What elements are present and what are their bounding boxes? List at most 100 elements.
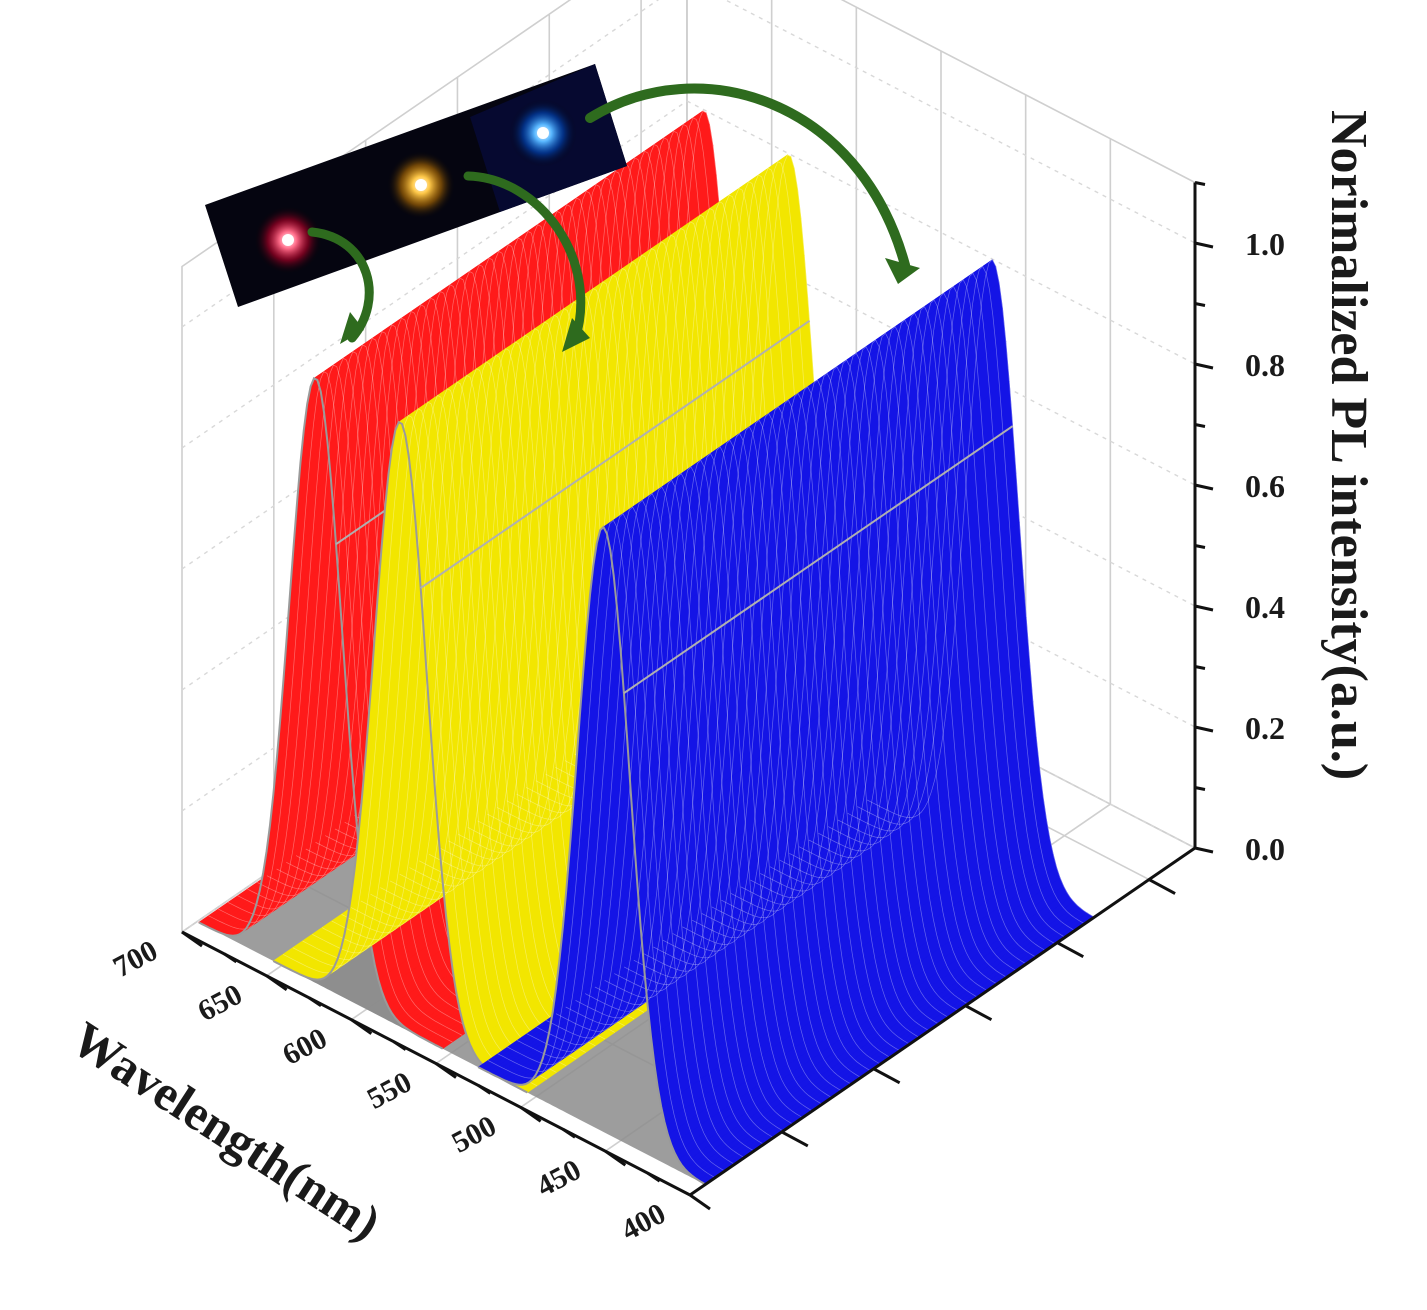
x-axis-label: Wavelength(nm) — [62, 1010, 391, 1251]
series-460-stripe — [585, 452, 813, 1112]
series-460-stripe — [487, 519, 716, 1178]
y-tick-0.6 — [1194, 483, 1214, 491]
series-460-stripe — [760, 332, 988, 991]
series-460-stripe — [536, 486, 764, 1145]
left-wall-hline-0.8 — [181, 100, 688, 449]
series-630-stripe — [227, 357, 472, 1030]
series-460-stripe — [546, 479, 774, 1138]
series-460-stripe — [789, 312, 1017, 971]
y-tick-label-0.4: 0.4 — [1245, 589, 1285, 625]
series-460-stripe — [866, 259, 1095, 918]
y-tick-0.0 — [1194, 846, 1214, 854]
x-tick-label-600: 600 — [277, 1022, 332, 1072]
x-tick-label-450: 450 — [531, 1153, 586, 1203]
series-460-stripe — [691, 379, 920, 1038]
y-tick-label-1.0: 1.0 — [1245, 226, 1285, 262]
series-460-stripe — [828, 285, 1056, 945]
series-460-stripe — [516, 499, 745, 1158]
series-460-stripe — [594, 446, 822, 1105]
series-580-ridge — [420, 319, 811, 589]
z-tick-2 — [872, 1067, 901, 1085]
arrow-blue-head — [885, 258, 920, 284]
series-460-stripe — [643, 412, 871, 1072]
red-led-core — [282, 234, 294, 246]
led-inset-photo — [205, 64, 627, 307]
series-630-stripe — [237, 351, 482, 1023]
z-tick-4 — [1056, 941, 1084, 958]
series-460-surface — [477, 259, 1095, 1185]
arrow-red-head — [340, 312, 364, 344]
arrow-yellow-head — [562, 318, 590, 352]
x-tick-label-650: 650 — [192, 978, 247, 1028]
y-tick-label-0.8: 0.8 — [1245, 347, 1285, 383]
series-460-stripe — [555, 473, 784, 1132]
series-460-stripe — [497, 513, 725, 1172]
series-460-stripe — [604, 439, 832, 1098]
series-460-stripe — [701, 372, 929, 1031]
series-460-stripe — [837, 279, 1065, 938]
x-tick-label-500: 500 — [446, 1109, 501, 1159]
series-460-stripe — [740, 346, 968, 1005]
series-460-stripe — [721, 359, 949, 1018]
axes-group — [181, 181, 1214, 1211]
y-tick-0.8 — [1194, 362, 1214, 370]
x-tick-500 — [519, 1106, 542, 1123]
y-tick-0.2 — [1194, 725, 1214, 733]
x-tick-700 — [181, 930, 203, 948]
x-minor-tick-700 — [223, 952, 238, 964]
blue-led-core — [537, 127, 549, 139]
y-tick-1.0 — [1194, 241, 1214, 249]
y-minor-tick-0.2 — [1194, 665, 1206, 670]
series-460-stripe — [711, 366, 939, 1025]
x-tick-label-550: 550 — [362, 1065, 417, 1115]
series-630-stripe — [208, 371, 453, 1043]
y-tick-label-0.2: 0.2 — [1245, 710, 1285, 746]
x-minor-tick-600 — [392, 1040, 407, 1051]
series-630-stripe — [247, 344, 492, 1016]
series-460-stripe — [847, 272, 1075, 931]
y-minor-tick-1.0 — [1194, 181, 1206, 186]
series-460-stripe — [575, 459, 803, 1118]
series-460-stripe — [614, 432, 842, 1091]
y-minor-tick-0.6 — [1194, 423, 1206, 428]
z-tick-3 — [964, 1004, 993, 1022]
y-axis-label: Norimalized PL intensity(a.u.) — [1320, 110, 1377, 780]
series-460-stripe — [633, 419, 861, 1078]
series-630-front-edge — [198, 376, 444, 1050]
series-460-stripe — [769, 326, 997, 985]
series-460-stripe — [672, 392, 900, 1051]
x-tick-label-700: 700 — [108, 934, 163, 984]
x-minor-tick-650 — [308, 996, 322, 1007]
y-tick-label-0.0: 0.0 — [1245, 831, 1285, 867]
z-tick-1 — [781, 1130, 809, 1148]
series-460-stripe — [857, 265, 1085, 925]
orange-led-core — [415, 179, 427, 191]
x-tick-600 — [350, 1018, 373, 1035]
y-tick-labels: 0.0 0.2 0.4 0.6 0.8 1.0 — [1245, 226, 1285, 867]
series-460-stripe — [730, 352, 959, 1011]
x-tick-400 — [689, 1193, 711, 1211]
y-minor-tick-0.8 — [1194, 302, 1206, 307]
x-tick-450 — [604, 1149, 627, 1167]
series-group — [198, 110, 1095, 1186]
series-460-stripe — [526, 493, 754, 1152]
series-460-stripe — [682, 386, 910, 1045]
x-tick-label-400: 400 — [616, 1197, 671, 1247]
arrow-yellow — [463, 171, 586, 345]
y-tick-label-0.6: 0.6 — [1245, 468, 1285, 504]
arrow-blue — [585, 83, 910, 270]
x-minor-tick-450 — [646, 1171, 661, 1183]
series-460-stripe — [565, 466, 793, 1125]
series-460-stripe — [507, 506, 735, 1165]
series-460-stripe — [623, 426, 852, 1085]
series-460-stripe — [662, 399, 891, 1058]
series-460-front-edge — [477, 525, 706, 1186]
series-460-ridge — [623, 425, 1014, 695]
z-axis-line — [689, 846, 1196, 1197]
y-minor-tick-0.4 — [1194, 544, 1206, 549]
series-460-stripe — [779, 319, 1007, 978]
arrow-red — [307, 227, 374, 343]
x-tick-650 — [265, 974, 288, 992]
series-460-stripe — [750, 339, 978, 998]
